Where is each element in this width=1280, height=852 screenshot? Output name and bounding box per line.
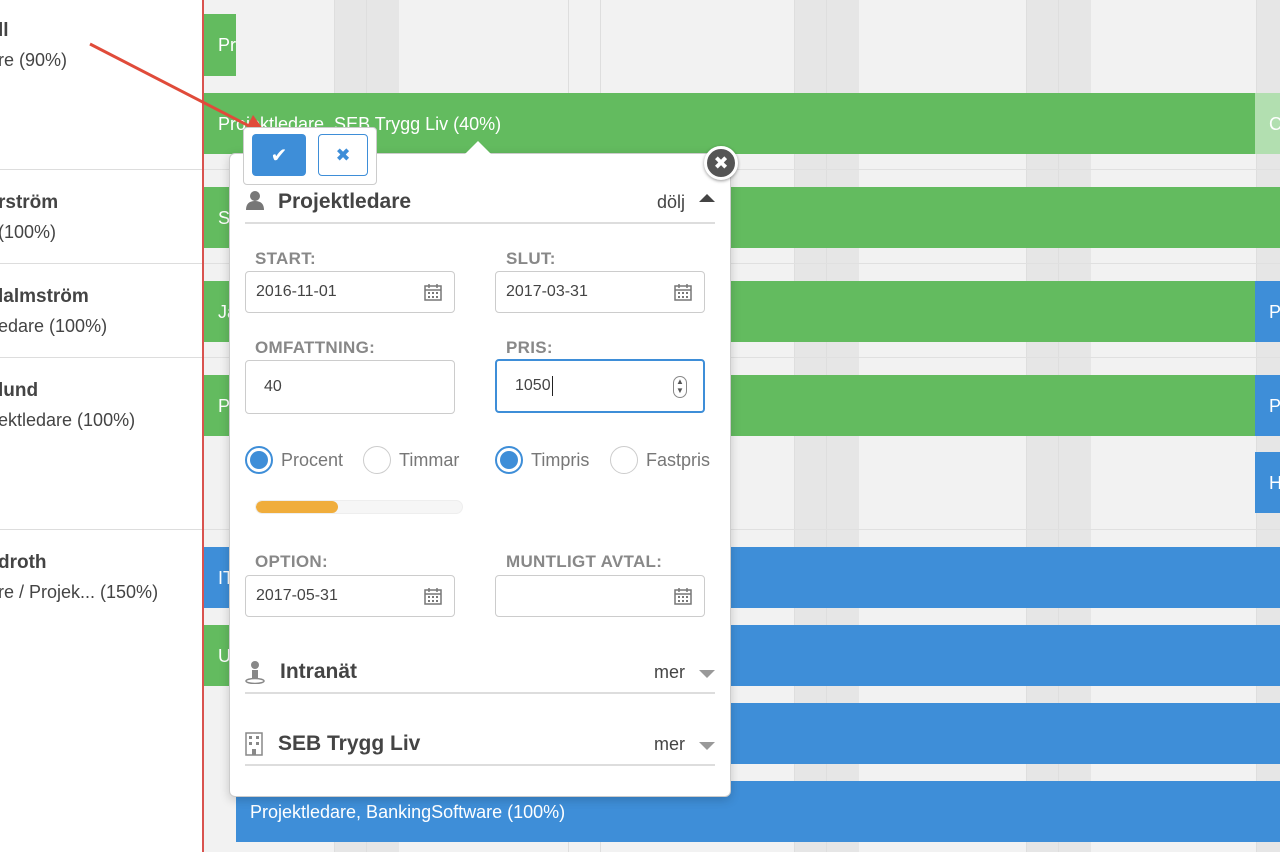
radio-label: Timmar	[399, 449, 460, 470]
end-date-value: 2017-03-31	[506, 283, 588, 300]
confirm-button[interactable]: ✔	[252, 134, 306, 176]
number-spinner-icon[interactable]: ▲ ▼	[673, 376, 687, 398]
person-row[interactable]: lund ektledare (100%)	[0, 358, 202, 530]
option-date-input[interactable]: 2017-05-31	[245, 575, 455, 617]
radio-timpris[interactable]: Timpris	[495, 446, 589, 474]
person-name: lund	[0, 380, 39, 401]
radio-procent[interactable]: Procent	[245, 446, 343, 474]
assignment-bar[interactable]: P	[1255, 281, 1280, 342]
progress-fill	[256, 501, 339, 513]
client-title: SEB Trygg Liv	[278, 732, 421, 755]
more-toggle[interactable]: mer	[654, 662, 685, 682]
person-role: re (90%)	[0, 50, 68, 70]
person-row[interactable]: ll re (90%)	[0, 0, 202, 170]
person-name: droth	[0, 552, 47, 573]
muntligt-label: MUNTLIGT AVTAL:	[506, 552, 663, 571]
person-name: ll	[0, 20, 9, 41]
person-row[interactable]: lalmström edare (100%)	[0, 264, 202, 358]
building-icon	[245, 732, 263, 762]
people-column: ll re (90%) rström (100%) lalmström edar…	[0, 0, 204, 852]
hide-toggle[interactable]: dölj	[656, 192, 685, 212]
calendar-icon[interactable]	[674, 587, 692, 605]
x-icon: ✖	[335, 144, 351, 165]
check-icon: ✔	[270, 144, 288, 167]
option-label: OPTION:	[255, 552, 328, 571]
person-name: rström	[0, 192, 59, 213]
radio-circle[interactable]	[610, 446, 638, 474]
start-date-value: 2016-11-01	[256, 283, 337, 300]
chevron-up-icon[interactable]	[699, 194, 715, 202]
more-toggle[interactable]: mer	[654, 734, 685, 754]
row-divider	[204, 169, 1280, 170]
assignment-bar[interactable]: C	[1255, 93, 1280, 154]
role-section-header[interactable]: Projektledare dölj	[245, 182, 715, 224]
price-input[interactable]: 1050 ▲ ▼	[495, 359, 705, 413]
scope-value: 40	[264, 378, 282, 395]
assignment-bar[interactable]: H	[1255, 452, 1280, 513]
omfattning-label: OMFATTNING:	[255, 338, 376, 357]
allocation-progress-bar	[255, 500, 463, 514]
option-date-value: 2017-05-31	[256, 587, 338, 604]
assignment-bar[interactable]: Pr	[204, 14, 236, 76]
radio-fastpris[interactable]: Fastpris	[610, 446, 710, 474]
slut-label: SLUT:	[506, 249, 556, 268]
calendar-icon[interactable]	[424, 283, 442, 301]
person-row[interactable]: droth re / Projek... (150%)	[0, 530, 202, 852]
person-role: edare (100%)	[0, 316, 108, 336]
radio-label: Procent	[281, 449, 344, 470]
radio-circle[interactable]	[495, 446, 523, 474]
chevron-down-icon[interactable]	[699, 670, 715, 678]
radio-label: Fastpris	[646, 449, 711, 470]
verbal-agreement-input[interactable]	[495, 575, 705, 617]
person-role: (100%)	[0, 222, 57, 242]
person-role: re / Projek... (150%)	[0, 582, 159, 602]
user-icon	[245, 190, 265, 216]
person-row[interactable]: rström (100%)	[0, 170, 202, 264]
calendar-icon[interactable]	[674, 283, 692, 301]
close-icon[interactable]: ✖	[704, 146, 738, 180]
chevron-down-icon[interactable]	[699, 742, 715, 750]
client-section-header[interactable]: SEB Trygg Liv mer	[245, 724, 715, 766]
radio-circle[interactable]	[363, 446, 391, 474]
scope-input[interactable]: 40	[245, 360, 455, 414]
radio-label: Timpris	[531, 449, 590, 470]
role-title: Projektledare	[278, 190, 412, 213]
price-value: 1050	[515, 377, 551, 394]
start-date-input[interactable]: 2016-11-01	[245, 271, 455, 313]
radio-timmar[interactable]: Timmar	[363, 446, 459, 474]
start-label: START:	[255, 249, 316, 268]
person-role: ektledare (100%)	[0, 410, 136, 430]
popover-caret	[465, 141, 491, 154]
row-divider	[204, 263, 1280, 264]
row-divider	[204, 529, 1280, 530]
pris-label: PRIS:	[506, 338, 553, 357]
text-cursor	[551, 376, 553, 396]
map-pin-icon	[245, 660, 265, 690]
end-date-input[interactable]: 2017-03-31	[495, 271, 705, 313]
person-name: lalmström	[0, 286, 89, 307]
assignment-bar[interactable]: P	[1255, 375, 1280, 436]
calendar-icon[interactable]	[424, 587, 442, 605]
edit-actions: ✔ ✖	[243, 127, 377, 185]
project-section-header[interactable]: Intranät mer	[245, 652, 715, 694]
cancel-button[interactable]: ✖	[318, 134, 368, 176]
assignment-popover: Projektledare dölj START: 2016-11-01 SLU…	[229, 153, 731, 797]
radio-circle[interactable]	[245, 446, 273, 474]
row-divider	[204, 357, 1280, 358]
project-title: Intranät	[280, 660, 358, 683]
